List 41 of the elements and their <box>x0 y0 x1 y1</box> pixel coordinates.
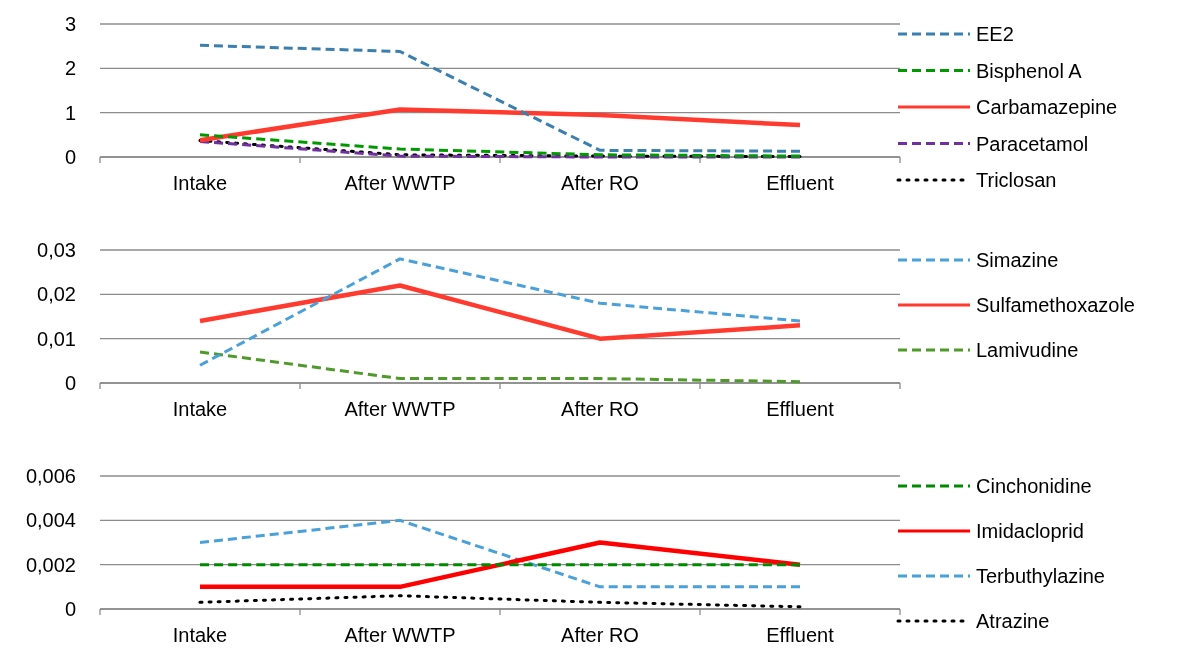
x-tick-label: Effluent <box>766 398 835 420</box>
y-tick-label: 3 <box>64 13 76 35</box>
legend-label: EE2 <box>976 23 1014 45</box>
x-tick-label: After RO <box>561 624 639 646</box>
line-series <box>198 257 802 367</box>
x-tick-label: After WWTP <box>344 172 456 194</box>
legend-label: Triclosan <box>976 169 1057 191</box>
legend-label: Atrazine <box>976 610 1050 632</box>
y-tick-label: 2 <box>64 57 76 80</box>
line-series <box>198 43 802 153</box>
y-tick-label: 0,03 <box>37 239 76 261</box>
line-series <box>197 283 803 341</box>
x-tick-label: After WWTP <box>344 624 456 646</box>
legend-label: Simazine <box>976 249 1059 271</box>
legend-label: Carbamazepine <box>976 96 1118 118</box>
legend-label: Paracetamol <box>976 132 1089 155</box>
x-tick-label: Intake <box>172 172 228 194</box>
legend-label: Terbuthylazine <box>976 565 1105 587</box>
line-series <box>197 107 803 143</box>
y-tick-label: 0 <box>64 598 76 620</box>
y-tick-label: 0,006 <box>25 465 76 487</box>
line-series <box>198 133 802 158</box>
y-tick-label: 0,02 <box>37 283 76 306</box>
x-tick-label: After RO <box>561 398 639 420</box>
x-tick-label: Effluent <box>766 172 835 194</box>
x-tick-label: Intake <box>172 624 228 646</box>
y-tick-label: 0,01 <box>37 327 76 350</box>
y-tick-label: 0 <box>64 146 76 168</box>
x-tick-label: Effluent <box>766 624 835 646</box>
x-tick-label: After RO <box>561 172 639 194</box>
y-tick-label: 0,004 <box>25 509 76 532</box>
x-tick-label: After WWTP <box>344 398 456 420</box>
x-tick-label: Intake <box>172 398 228 420</box>
y-tick-label: 0 <box>64 372 76 394</box>
legend-label: Cinchonidine <box>976 475 1092 497</box>
legend-label: Imidacloprid <box>976 520 1084 542</box>
legend-label: Bisphenol A <box>976 59 1083 82</box>
y-tick-label: 1 <box>64 101 76 124</box>
y-tick-label: 0,002 <box>25 553 76 576</box>
legend-label: Sulfamethoxazole <box>976 294 1135 316</box>
legend-label: Lamivudine <box>976 339 1079 361</box>
